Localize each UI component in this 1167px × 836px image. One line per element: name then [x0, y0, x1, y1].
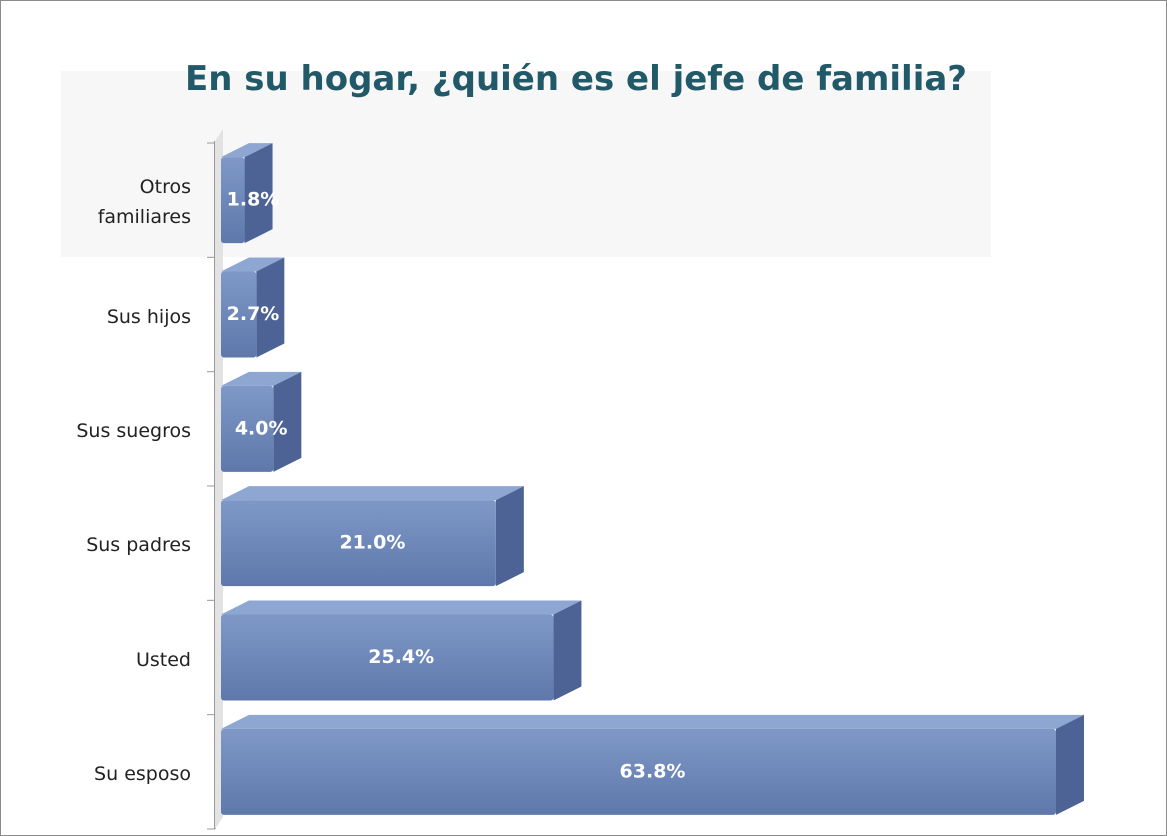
bar-side	[1056, 714, 1084, 815]
chart-title: En su hogar, ¿quién es el jefe de famili…	[184, 59, 968, 99]
bar-top	[221, 600, 582, 615]
category-label: Usted	[135, 648, 191, 671]
bar	[221, 271, 257, 358]
category-label: Sus hijos	[106, 305, 191, 328]
category-label: Otros familiares	[97, 176, 191, 229]
value-label: 25.4%	[368, 646, 434, 668]
value-label: 63.8%	[620, 760, 686, 782]
category-label: Sus padres	[86, 534, 191, 557]
category-label: Su esposo	[94, 762, 191, 785]
value-label: 4.0%	[235, 417, 288, 439]
bar-top	[221, 714, 1084, 729]
bar	[221, 728, 1056, 815]
bar	[221, 614, 554, 701]
value-label: 1.8%	[227, 189, 280, 211]
value-label: 21.0%	[339, 532, 405, 554]
category-label: Sus suegros	[76, 419, 191, 442]
bar-side	[495, 486, 524, 587]
bar-side	[256, 257, 285, 358]
bar	[221, 500, 496, 587]
bar-top	[221, 257, 285, 272]
bar	[221, 385, 274, 472]
bar-top	[221, 371, 302, 386]
value-label: 2.7%	[227, 303, 280, 325]
bar-side	[553, 600, 582, 701]
bar-side	[244, 143, 273, 244]
bar-top	[221, 143, 273, 158]
bar-top	[221, 486, 524, 501]
bar	[221, 157, 245, 244]
bar-side	[273, 371, 302, 472]
